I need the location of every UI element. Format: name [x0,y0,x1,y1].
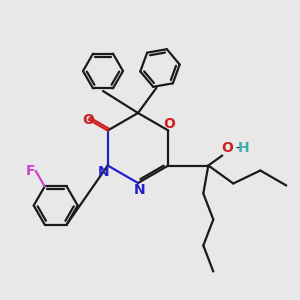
Text: -: - [236,142,241,155]
Text: O: O [164,118,175,131]
Text: N: N [134,183,146,197]
Text: N: N [98,164,109,178]
Text: F: F [26,164,35,178]
Text: O: O [83,112,94,127]
Text: H: H [238,142,249,155]
Text: O: O [221,142,233,155]
